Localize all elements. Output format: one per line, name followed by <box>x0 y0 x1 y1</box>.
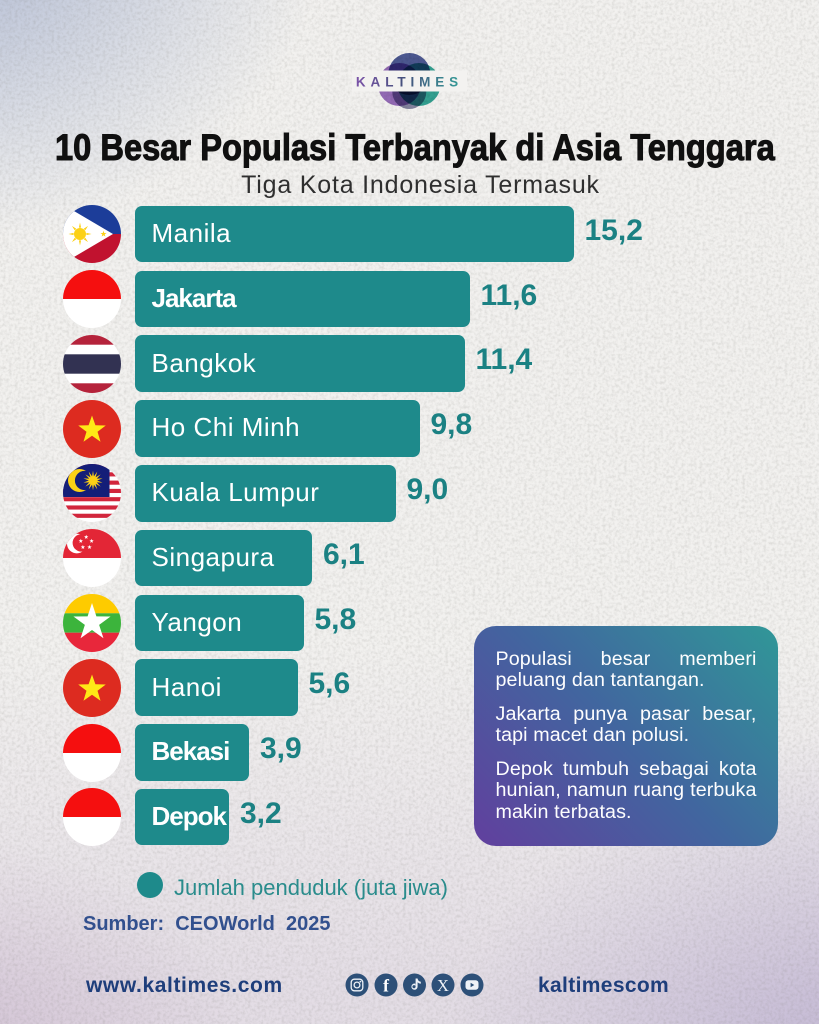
svg-text:f: f <box>383 976 389 996</box>
svg-text:KALTIMES: KALTIMES <box>356 75 463 90</box>
svg-text:X: X <box>437 976 449 995</box>
